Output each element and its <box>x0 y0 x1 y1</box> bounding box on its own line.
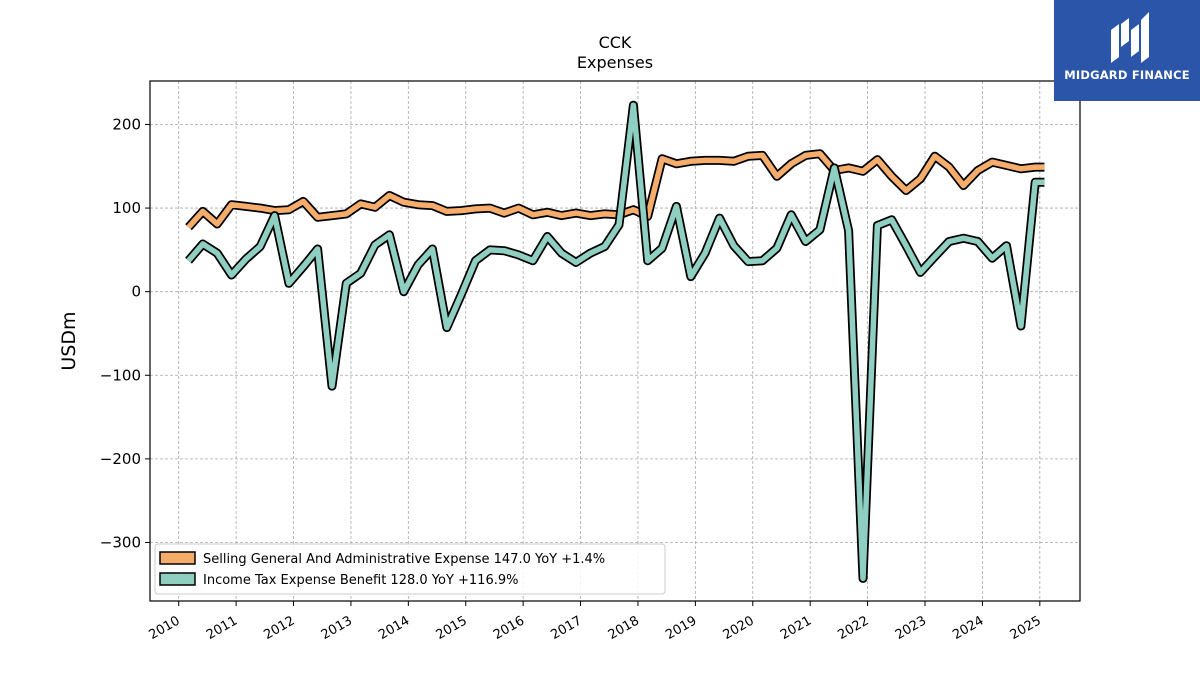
x-tick-label: 2025 <box>1008 613 1044 643</box>
x-tick-label: 2014 <box>376 613 412 643</box>
midgard-finance-logo: MIDGARD FINANCE <box>1054 0 1200 101</box>
x-tick-label: 2010 <box>147 613 183 643</box>
logo-text: MIDGARD FINANCE <box>1064 68 1190 82</box>
x-tick-label: 2017 <box>548 613 584 643</box>
series-line-outline <box>185 100 1045 583</box>
x-tick-label: 2019 <box>663 613 699 643</box>
y-tick-label: 0 <box>131 283 141 301</box>
legend-box <box>154 543 666 595</box>
x-tick-label: 2022 <box>835 613 871 643</box>
chart-title: CCK <box>599 33 632 52</box>
x-tick-label: 2023 <box>893 613 929 643</box>
x-tick-label: 2011 <box>204 613 240 643</box>
x-tick-label: 2015 <box>434 613 470 643</box>
grid-lines <box>150 81 1080 601</box>
y-tick-label: −200 <box>100 450 141 468</box>
y-tick-label: 200 <box>112 115 141 133</box>
legend-swatch <box>159 551 196 565</box>
y-axis-label: USDm <box>58 311 80 370</box>
y-tick-label: −100 <box>100 366 141 384</box>
x-tick-label: 2021 <box>778 613 814 643</box>
legend-entry: Income Tax Expense Benefit 128.0 YoY +11… <box>203 573 518 588</box>
x-tick-label: 2016 <box>491 613 527 643</box>
x-tick-label: 2018 <box>606 613 642 643</box>
chart-subtitle: Expenses <box>577 53 653 72</box>
x-tick-label: 2012 <box>261 613 297 643</box>
x-axis: 2010 2011 2012 2013 2014 2015 2016 2017 2018 2019… <box>147 601 1044 643</box>
x-tick-label: 2020 <box>721 613 757 643</box>
legend-entry: Selling General And Administrative Expen… <box>203 552 605 567</box>
x-tick-label: 2024 <box>950 613 986 643</box>
legend-swatch <box>159 572 196 586</box>
legend: Selling General And Administrative Expen… <box>154 543 666 595</box>
series-layer <box>185 100 1045 583</box>
series-income-tax-expense <box>185 100 1045 583</box>
y-tick-label: −300 <box>100 533 141 551</box>
logo-mark-icon <box>1111 12 1149 63</box>
y-tick-label: 100 <box>112 199 141 217</box>
series-line <box>186 102 1045 582</box>
plot-frame <box>149 80 1081 602</box>
y-axis: 200 100 0 −100 −200 −300 <box>100 115 150 551</box>
x-tick-label: 2013 <box>319 613 355 643</box>
